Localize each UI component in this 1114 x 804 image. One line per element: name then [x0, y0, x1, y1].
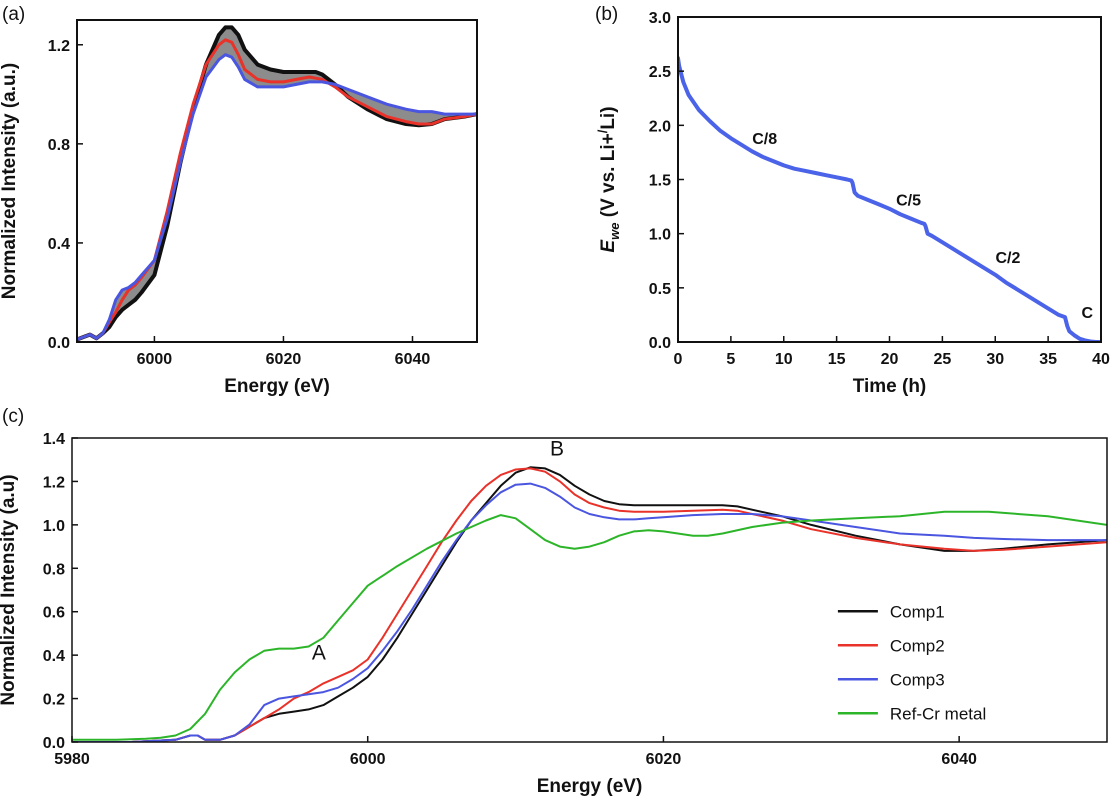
x-tick-label: 30 [986, 351, 1004, 368]
series-line-3 [77, 53, 477, 341]
y-tick-label: 0.4 [48, 236, 70, 253]
x-tick-label: 20 [881, 351, 899, 368]
y-tick-label: 3.0 [649, 10, 671, 27]
x-tick-label: 5 [726, 351, 735, 368]
y-tick-label: 1.0 [649, 227, 671, 244]
legend-label: Comp2 [890, 636, 945, 655]
series-line-ref-cr-metal [72, 510, 1107, 741]
y-axis-title: Normalized Intensity (a.u.) [0, 63, 20, 299]
x-tick-label: 10 [775, 351, 793, 368]
series-line-2 [77, 38, 477, 341]
y-tick-label: 1.2 [48, 38, 70, 55]
y-tick-label: 0.8 [48, 137, 70, 154]
series-line-comp1 [72, 466, 1107, 742]
y-tick-label: 0.4 [43, 648, 65, 665]
series-line-comp3 [72, 482, 1107, 742]
panel-b-chart: 0 5 10 15 20 25 30 35 40 0.0 0.5 1.0 1.5 2.0 2.5 3.0 Tim… [595, 10, 1110, 397]
y-tick-label: 0.2 [43, 692, 65, 709]
x-tick-label: 25 [933, 351, 951, 368]
annotation-label: B [550, 437, 564, 460]
x-tick-label: 35 [1039, 351, 1057, 368]
x-axis-title: Energy (eV) [537, 776, 643, 797]
y-tick-label: 2.5 [649, 64, 671, 81]
legend-label: Ref-Cr metal [890, 704, 986, 723]
x-tick-label: 6040 [941, 751, 977, 768]
y-tick-label: 0.5 [649, 281, 671, 298]
y-tick-label: 0.8 [43, 561, 65, 578]
x-tick-label: 15 [828, 351, 846, 368]
legend-label: Comp3 [890, 670, 945, 689]
series-line-comp2 [72, 467, 1107, 742]
y-axis-title-symbol: E [598, 239, 619, 253]
y-axis-title-superscript: / [595, 129, 610, 133]
series-line-1 [77, 25, 477, 342]
panel-a-label: (a) [2, 4, 25, 25]
y-axis-title-subscript: we [607, 223, 622, 240]
annotation-label: A [312, 641, 326, 664]
y-axis-title-text: (V vs. Li+ [598, 133, 619, 222]
panel-a-chart: 6000 6020 6040 0.0 0.4 0.8 1.2 Energy (eV) Norma… [0, 19, 478, 397]
y-tick-label: 0.0 [48, 335, 70, 352]
annotation-label: C [1081, 305, 1093, 322]
x-tick-label: 0 [674, 351, 683, 368]
series-spread-band [77, 27, 477, 340]
x-tick-label: 5980 [54, 751, 90, 768]
annotation-label: C/8 [752, 131, 777, 148]
x-tick-label: 6020 [266, 351, 302, 368]
y-axis-title: Normalized Intensity (a.u) [0, 474, 19, 705]
y-tick-label: 1.2 [43, 474, 65, 491]
x-tick-label: 40 [1092, 351, 1110, 368]
y-tick-label: 1.4 [43, 431, 65, 448]
legend-label: Comp1 [890, 602, 945, 621]
x-tick-label: 6040 [395, 351, 431, 368]
y-tick-label: 0.0 [649, 335, 671, 352]
plot-frame [76, 19, 478, 343]
x-axis-title: Energy (eV) [224, 376, 330, 397]
panel-b-label: (b) [595, 4, 618, 25]
y-tick-label: 1.5 [649, 173, 671, 190]
annotation-label: C/5 [896, 193, 921, 210]
x-tick-label: 6000 [137, 351, 173, 368]
plot-frame [677, 16, 1102, 343]
panel-c-label: (c) [2, 406, 24, 427]
y-axis-title-text-end: Li) [598, 106, 619, 129]
y-tick-label: 0.0 [43, 735, 65, 752]
series-line-1 [678, 56, 1101, 342]
x-tick-label: 6020 [646, 751, 682, 768]
y-axis-title: Ewe (V vs. Li+/Li) [595, 106, 622, 252]
y-tick-label: 1.0 [43, 518, 65, 535]
y-tick-label: 2.0 [649, 118, 671, 135]
annotation-label: C/2 [995, 250, 1020, 267]
y-tick-label: 0.6 [43, 605, 65, 622]
panel-c-chart: 5980 6000 6020 6040 0.0 0.2 0.4 0.6 0.8 1.0 1.2 1.4… [0, 431, 1108, 797]
plot-frame [71, 437, 1108, 743]
x-tick-label: 6000 [350, 751, 386, 768]
x-axis-title: Time (h) [853, 376, 927, 397]
